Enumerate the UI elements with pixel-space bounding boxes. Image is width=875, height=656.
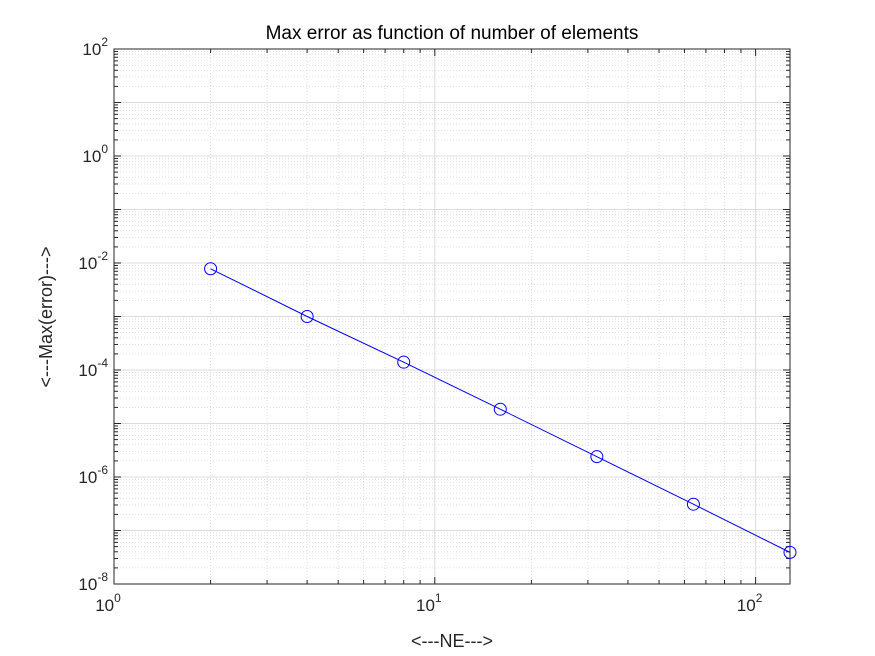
y-tick-exp: -2	[97, 249, 108, 263]
y-tick-base: 10	[82, 147, 101, 166]
data-point	[300, 310, 314, 323]
data-point	[397, 355, 411, 369]
x-tick-base: 10	[95, 596, 114, 615]
x-tick-label: 100	[95, 591, 121, 615]
y-tick-label: 10-6	[78, 463, 108, 487]
x-axis-label: <---NE--->	[411, 631, 493, 651]
x-tick-labels: 100 101 102	[95, 591, 763, 615]
x-tick-label: 101	[416, 591, 442, 615]
y-tick-label: 10-8	[78, 570, 108, 594]
data-point	[686, 497, 700, 511]
y-tick-base: 10	[78, 361, 97, 380]
y-tick-exp: -6	[97, 463, 108, 477]
x-tick-exp: 1	[435, 591, 442, 605]
y-tick-exp: 0	[101, 142, 108, 156]
y-tick-exp: -8	[97, 570, 108, 584]
y-tick-base: 10	[82, 40, 101, 59]
tick-marks	[113, 48, 790, 585]
y-tick-label: 10-2	[78, 249, 108, 273]
y-tick-base: 10	[78, 468, 97, 487]
x-tick-base: 10	[416, 596, 435, 615]
series-line	[210, 268, 791, 553]
y-tick-exp: -4	[97, 356, 108, 370]
series-layer	[204, 262, 797, 559]
chart-title: Max error as function of number of eleme…	[266, 23, 639, 44]
y-tick-exp: 2	[101, 35, 108, 49]
x-tick-label: 102	[737, 591, 763, 615]
x-tick-exp: 2	[756, 591, 763, 605]
y-tick-base: 10	[78, 254, 97, 273]
y-axis-label: <---Max(error)--->	[36, 247, 56, 388]
y-tick-label: 102	[82, 35, 108, 59]
major-grid	[113, 48, 790, 585]
data-point	[493, 402, 507, 416]
x-tick-exp: 0	[114, 591, 121, 605]
data-point	[204, 262, 218, 276]
y-tick-label: 10-4	[78, 356, 108, 380]
y-tick-base: 10	[78, 575, 97, 594]
data-point	[590, 450, 604, 464]
x-tick-base: 10	[737, 596, 756, 615]
y-tick-label: 100	[82, 142, 108, 166]
data-point	[783, 545, 797, 559]
